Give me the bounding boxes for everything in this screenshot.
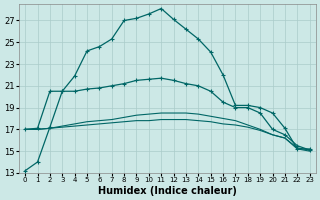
X-axis label: Humidex (Indice chaleur): Humidex (Indice chaleur) [98,186,237,196]
